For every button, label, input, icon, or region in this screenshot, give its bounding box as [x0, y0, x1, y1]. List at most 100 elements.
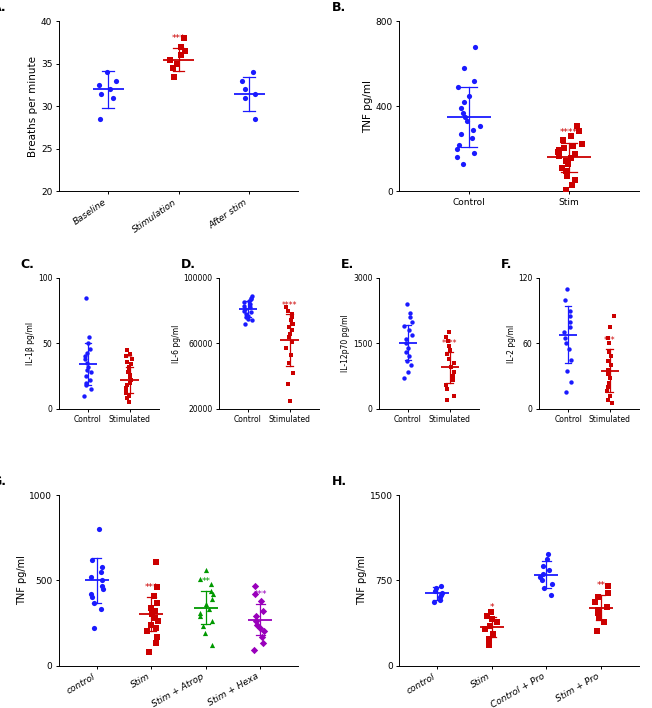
Point	[80, 350, 90, 362]
Point	[95, 113, 105, 125]
Point	[535, 571, 545, 583]
Point	[81, 379, 91, 391]
Point	[256, 631, 267, 642]
Point	[563, 343, 574, 355]
Point	[283, 305, 293, 316]
Point	[435, 594, 445, 605]
Point	[146, 602, 156, 613]
Point	[286, 349, 296, 360]
Point	[487, 613, 497, 624]
Point	[436, 590, 447, 601]
Point	[246, 315, 257, 326]
Point	[469, 75, 480, 86]
Point	[561, 338, 571, 349]
Point	[246, 290, 257, 302]
Point	[208, 588, 218, 600]
Point	[603, 382, 614, 393]
Point	[608, 310, 619, 321]
Point	[468, 124, 479, 135]
Point	[452, 81, 463, 93]
Point	[537, 575, 547, 586]
Point	[602, 364, 613, 375]
Point	[198, 621, 208, 632]
Point	[484, 634, 494, 645]
Point	[404, 325, 415, 336]
Point	[153, 615, 164, 627]
Text: D.: D.	[181, 258, 196, 271]
Point	[85, 367, 96, 378]
Y-axis label: IL-6 pg/ml: IL-6 pg/ml	[171, 324, 181, 362]
Point	[164, 54, 175, 65]
Point	[284, 321, 294, 333]
Point	[288, 318, 298, 329]
Point	[145, 619, 156, 630]
Point	[87, 554, 97, 566]
Point	[462, 115, 472, 127]
Text: **: **	[597, 581, 605, 590]
Point	[82, 370, 92, 382]
Point	[201, 564, 212, 576]
Point	[577, 138, 587, 149]
Point	[562, 158, 572, 169]
Point	[121, 382, 131, 394]
Point	[124, 396, 134, 408]
Point	[458, 107, 469, 118]
Point	[567, 140, 578, 152]
Point	[175, 41, 186, 52]
Point	[539, 583, 550, 594]
Point	[442, 394, 452, 406]
Point	[565, 305, 576, 316]
Point	[480, 624, 490, 635]
Point	[561, 387, 572, 398]
Point	[94, 79, 104, 91]
Point	[401, 346, 411, 358]
Point	[248, 644, 259, 656]
Point	[124, 390, 134, 401]
Point	[467, 132, 477, 144]
Point	[400, 333, 411, 345]
Point	[603, 368, 614, 379]
Point	[604, 390, 615, 401]
Point	[553, 147, 563, 158]
Point	[602, 355, 613, 367]
Point	[258, 638, 268, 649]
Point	[599, 617, 610, 628]
Point	[240, 92, 250, 103]
Point	[151, 556, 161, 567]
Point	[203, 604, 214, 615]
Point	[241, 312, 251, 323]
Point	[400, 338, 411, 349]
Point	[288, 367, 298, 379]
Point	[554, 144, 565, 156]
Point	[559, 327, 570, 338]
Y-axis label: IL-12p70 pg/ml: IL-12p70 pg/ml	[341, 314, 350, 372]
Point	[602, 601, 613, 612]
Point	[169, 71, 179, 82]
Point	[449, 366, 459, 377]
Point	[437, 587, 447, 598]
Text: A.: A.	[0, 1, 6, 14]
Point	[280, 302, 291, 313]
Y-axis label: IL-1β pg/ml: IL-1β pg/ml	[26, 322, 35, 365]
Point	[195, 607, 205, 618]
Point	[449, 358, 459, 369]
Point	[558, 135, 569, 146]
Point	[434, 592, 445, 603]
Point	[554, 151, 564, 162]
Point	[481, 610, 492, 621]
Point	[406, 360, 416, 371]
Point	[280, 343, 291, 354]
Point	[168, 62, 178, 74]
Point	[251, 615, 261, 627]
Point	[239, 305, 249, 316]
Point	[452, 143, 462, 154]
Point	[250, 113, 260, 125]
Point	[441, 379, 451, 391]
Point	[258, 605, 269, 617]
Point	[604, 321, 615, 333]
Point	[565, 376, 576, 387]
Y-axis label: TNF pg/ml: TNF pg/ml	[17, 556, 27, 605]
Point	[206, 585, 216, 596]
Point	[605, 372, 615, 384]
Point	[85, 343, 95, 354]
